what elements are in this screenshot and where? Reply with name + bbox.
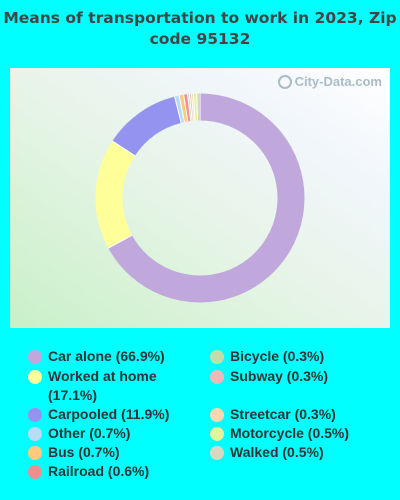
legend-label: Car alone (66.9%) <box>48 348 165 364</box>
donut-slice-other <box>174 95 185 123</box>
legend-label: Subway (0.3%) <box>230 368 329 384</box>
legend-item-car-alone: Car alone (66.9%) <box>28 347 165 366</box>
legend-item-walked: Walked (0.5%) <box>210 443 324 462</box>
chart-title: Means of transportation to work in 2023,… <box>3 9 397 48</box>
slice-separator <box>183 94 189 122</box>
slice-separator <box>174 96 182 123</box>
magnifier-icon <box>277 74 292 89</box>
legend-label: Carpooled (11.9%) <box>48 406 170 422</box>
watermark-text: City-Data.com <box>294 74 382 89</box>
legend-swatch <box>210 427 224 441</box>
legend-swatch <box>210 446 224 460</box>
slice-separator <box>108 234 133 249</box>
legend-label: Bus (0.7%) <box>48 444 120 460</box>
slice-separator <box>178 95 185 123</box>
legend-swatch <box>28 427 42 441</box>
donut-chart <box>95 93 305 303</box>
legend-swatch <box>28 446 42 460</box>
watermark: City-Data.com <box>277 74 382 89</box>
legend-swatch <box>210 350 224 364</box>
legend-swatch <box>210 408 224 422</box>
legend-label: Worked at home (17.1%) <box>48 368 157 403</box>
legend-label: Walked (0.5%) <box>230 444 324 460</box>
legend-item-railroad: Railroad (0.6%) <box>28 462 149 481</box>
legend-item-streetcar: Streetcar (0.3%) <box>210 405 336 424</box>
plot-area: City-Data.com <box>10 68 390 328</box>
legend-swatch <box>210 370 224 384</box>
slice-separator <box>190 93 195 121</box>
slice-separator <box>187 94 192 122</box>
legend-item-motorcycle: Motorcycle (0.5%) <box>210 424 349 443</box>
legend-label: Other (0.7%) <box>48 425 131 441</box>
donut-slice-carpooled <box>112 96 182 157</box>
legend-label: Railroad (0.6%) <box>48 463 150 479</box>
legend-item-bicycle: Bicycle (0.3%) <box>210 347 324 366</box>
donut-slice-car-alone <box>108 93 305 303</box>
donut-slice-bus <box>179 94 188 123</box>
donut-slice-worked-at-home <box>95 141 136 249</box>
legend-swatch <box>28 350 42 364</box>
legend-label: Motorcycle (0.5%) <box>230 425 350 441</box>
legend-swatch <box>28 408 42 422</box>
legend-item-subway: Subway (0.3%) <box>210 367 328 386</box>
legend-item-worked-at-home: Worked at home (17.1%) <box>28 367 158 405</box>
slice-separator <box>188 93 193 121</box>
legend-swatch <box>28 370 42 384</box>
slice-separator <box>192 93 196 121</box>
legend-item-carpooled: Carpooled (11.9%) <box>28 405 169 424</box>
legend-item-other: Other (0.7%) <box>28 424 130 443</box>
legend-label: Streetcar (0.3%) <box>230 406 336 422</box>
slice-separator <box>112 140 136 157</box>
slice-separator <box>196 93 199 121</box>
legend-label: Bicycle (0.3%) <box>230 348 325 364</box>
legend-swatch <box>28 465 42 479</box>
legend-item-bus: Bus (0.7%) <box>28 443 120 462</box>
